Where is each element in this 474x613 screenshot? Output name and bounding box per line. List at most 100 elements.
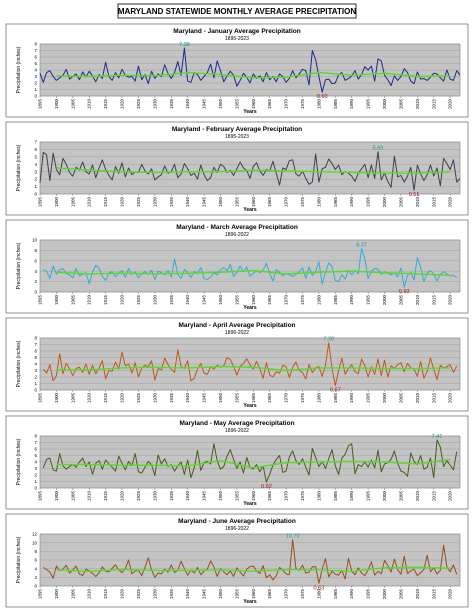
x-tick-label: 1975 (300, 491, 305, 502)
x-tick-label: 2015 (431, 99, 436, 110)
x-tick-label: 1985 (333, 99, 338, 110)
x-tick-label: 1950 (218, 393, 223, 404)
x-tick-label: 1975 (300, 197, 305, 208)
x-tick-label: 1920 (120, 99, 125, 110)
x-tick-label: 1905 (70, 197, 75, 208)
y-tick-label: 2 (34, 575, 37, 580)
y-tick-label: 4 (34, 362, 37, 367)
annotation: 7.38 (179, 42, 190, 48)
x-tick-label: 1970 (284, 589, 289, 600)
y-axis-label: Precipitation (inches) (16, 438, 22, 485)
annotation: 0.60 (317, 94, 328, 100)
chart-title: Maryland - April Average Precipitation (178, 322, 295, 329)
y-tick-label: 4 (34, 68, 37, 73)
x-tick-label: 1915 (103, 491, 108, 502)
x-tick-label: 2000 (382, 197, 387, 208)
x-tick-label: 1970 (284, 99, 289, 110)
trend-line (56, 458, 451, 469)
annotation: 0.51 (409, 192, 420, 198)
x-tick-label: 1910 (87, 295, 92, 306)
x-tick-label: 2010 (415, 295, 420, 306)
y-tick-label: 2 (34, 279, 37, 284)
x-tick-label: 1940 (185, 295, 190, 306)
y-tick-label: 10 (32, 238, 38, 243)
chart-title: Maryland - March Average Precipitation (176, 224, 298, 231)
x-tick-label: 1955 (234, 197, 239, 208)
x-tick-label: 1995 (366, 295, 371, 306)
annotation: 7.41 (432, 434, 443, 440)
x-tick-label: 1950 (218, 99, 223, 110)
y-tick-label: 1 (34, 184, 37, 189)
y-tick-label: 6 (34, 447, 37, 452)
x-tick-label: 1995 (366, 393, 371, 404)
trend-line (56, 566, 451, 572)
x-tick-label: 1925 (136, 295, 141, 306)
annotation: 0.92 (261, 484, 272, 490)
chart-subtitle: 1896-2022 (225, 330, 249, 336)
x-tick-label: 1975 (300, 99, 305, 110)
x-tick-label: 1955 (234, 393, 239, 404)
x-tick-label: 1990 (349, 197, 354, 208)
chart-subtitle: 1896-2022 (225, 428, 249, 434)
y-tick-label: 0 (34, 94, 37, 99)
x-tick-label: 2020 (448, 589, 453, 600)
x-tick-label: 1970 (284, 295, 289, 306)
x-tick-label: 1910 (87, 589, 92, 600)
x-tick-label: 1925 (136, 393, 141, 404)
x-tick-label: 1920 (120, 393, 125, 404)
x-tick-label: 1945 (202, 589, 207, 600)
x-tick-label: 1965 (267, 99, 272, 110)
data-line (43, 539, 458, 584)
y-tick-label: 3 (34, 466, 37, 471)
x-tick-label: 1895 (38, 295, 43, 306)
y-tick-label: 6 (34, 55, 37, 60)
x-tick-label: 1955 (234, 295, 239, 306)
chart-subtitle: 1895-2023 (225, 134, 249, 140)
x-tick-label: 1980 (316, 197, 321, 208)
y-tick-label: 3 (34, 169, 37, 174)
x-tick-label: 1985 (333, 393, 338, 404)
x-tick-label: 1925 (136, 99, 141, 110)
plot-area (39, 141, 461, 195)
y-tick-label: 7 (34, 48, 37, 53)
x-tick-label: 1965 (267, 393, 272, 404)
y-tick-label: 0 (34, 584, 37, 589)
x-tick-label: 1980 (316, 589, 321, 600)
x-tick-label: 2000 (382, 99, 387, 110)
y-tick-label: 12 (32, 532, 38, 537)
x-tick-label: 1930 (152, 393, 157, 404)
x-tick-label: 1945 (202, 491, 207, 502)
x-tick-label: 1940 (185, 491, 190, 502)
y-tick-label: 10 (32, 540, 38, 545)
x-tick-label: 1915 (103, 589, 108, 600)
x-tick-label: 1910 (87, 197, 92, 208)
x-tick-label: 1995 (366, 491, 371, 502)
chart-title: Maryland - January Average Precipitation (173, 28, 300, 35)
x-tick-label: 1995 (366, 589, 371, 600)
x-tick-label: 2015 (431, 491, 436, 502)
x-tick-label: 2000 (382, 295, 387, 306)
x-tick-label: 1900 (54, 99, 59, 110)
x-tick-label: 1965 (267, 589, 272, 600)
x-tick-label: 2015 (431, 295, 436, 306)
x-tick-label: 1965 (267, 197, 272, 208)
trend-line (56, 269, 451, 277)
chart-title: Maryland - June Average Precipitation (178, 518, 296, 525)
x-tick-label: 1915 (103, 99, 108, 110)
y-axis-label: Precipitation (inches) (16, 46, 22, 93)
y-tick-label: 8 (34, 336, 37, 341)
x-tick-label: 1970 (284, 491, 289, 502)
x-tick-label: 1920 (120, 295, 125, 306)
x-tick-label: 1940 (185, 99, 190, 110)
x-tick-label: 1910 (87, 99, 92, 110)
x-tick-label: 1970 (284, 393, 289, 404)
x-tick-label: 1960 (251, 197, 256, 208)
x-tick-label: 1925 (136, 197, 141, 208)
x-tick-label: 1935 (169, 491, 174, 502)
y-tick-label: 4 (34, 566, 37, 571)
x-tick-label: 1900 (54, 393, 59, 404)
chart-subtitle: 1895-2023 (225, 36, 249, 42)
trend-line (56, 167, 451, 174)
x-tick-label: 1895 (38, 491, 43, 502)
x-tick-label: 1940 (185, 393, 190, 404)
